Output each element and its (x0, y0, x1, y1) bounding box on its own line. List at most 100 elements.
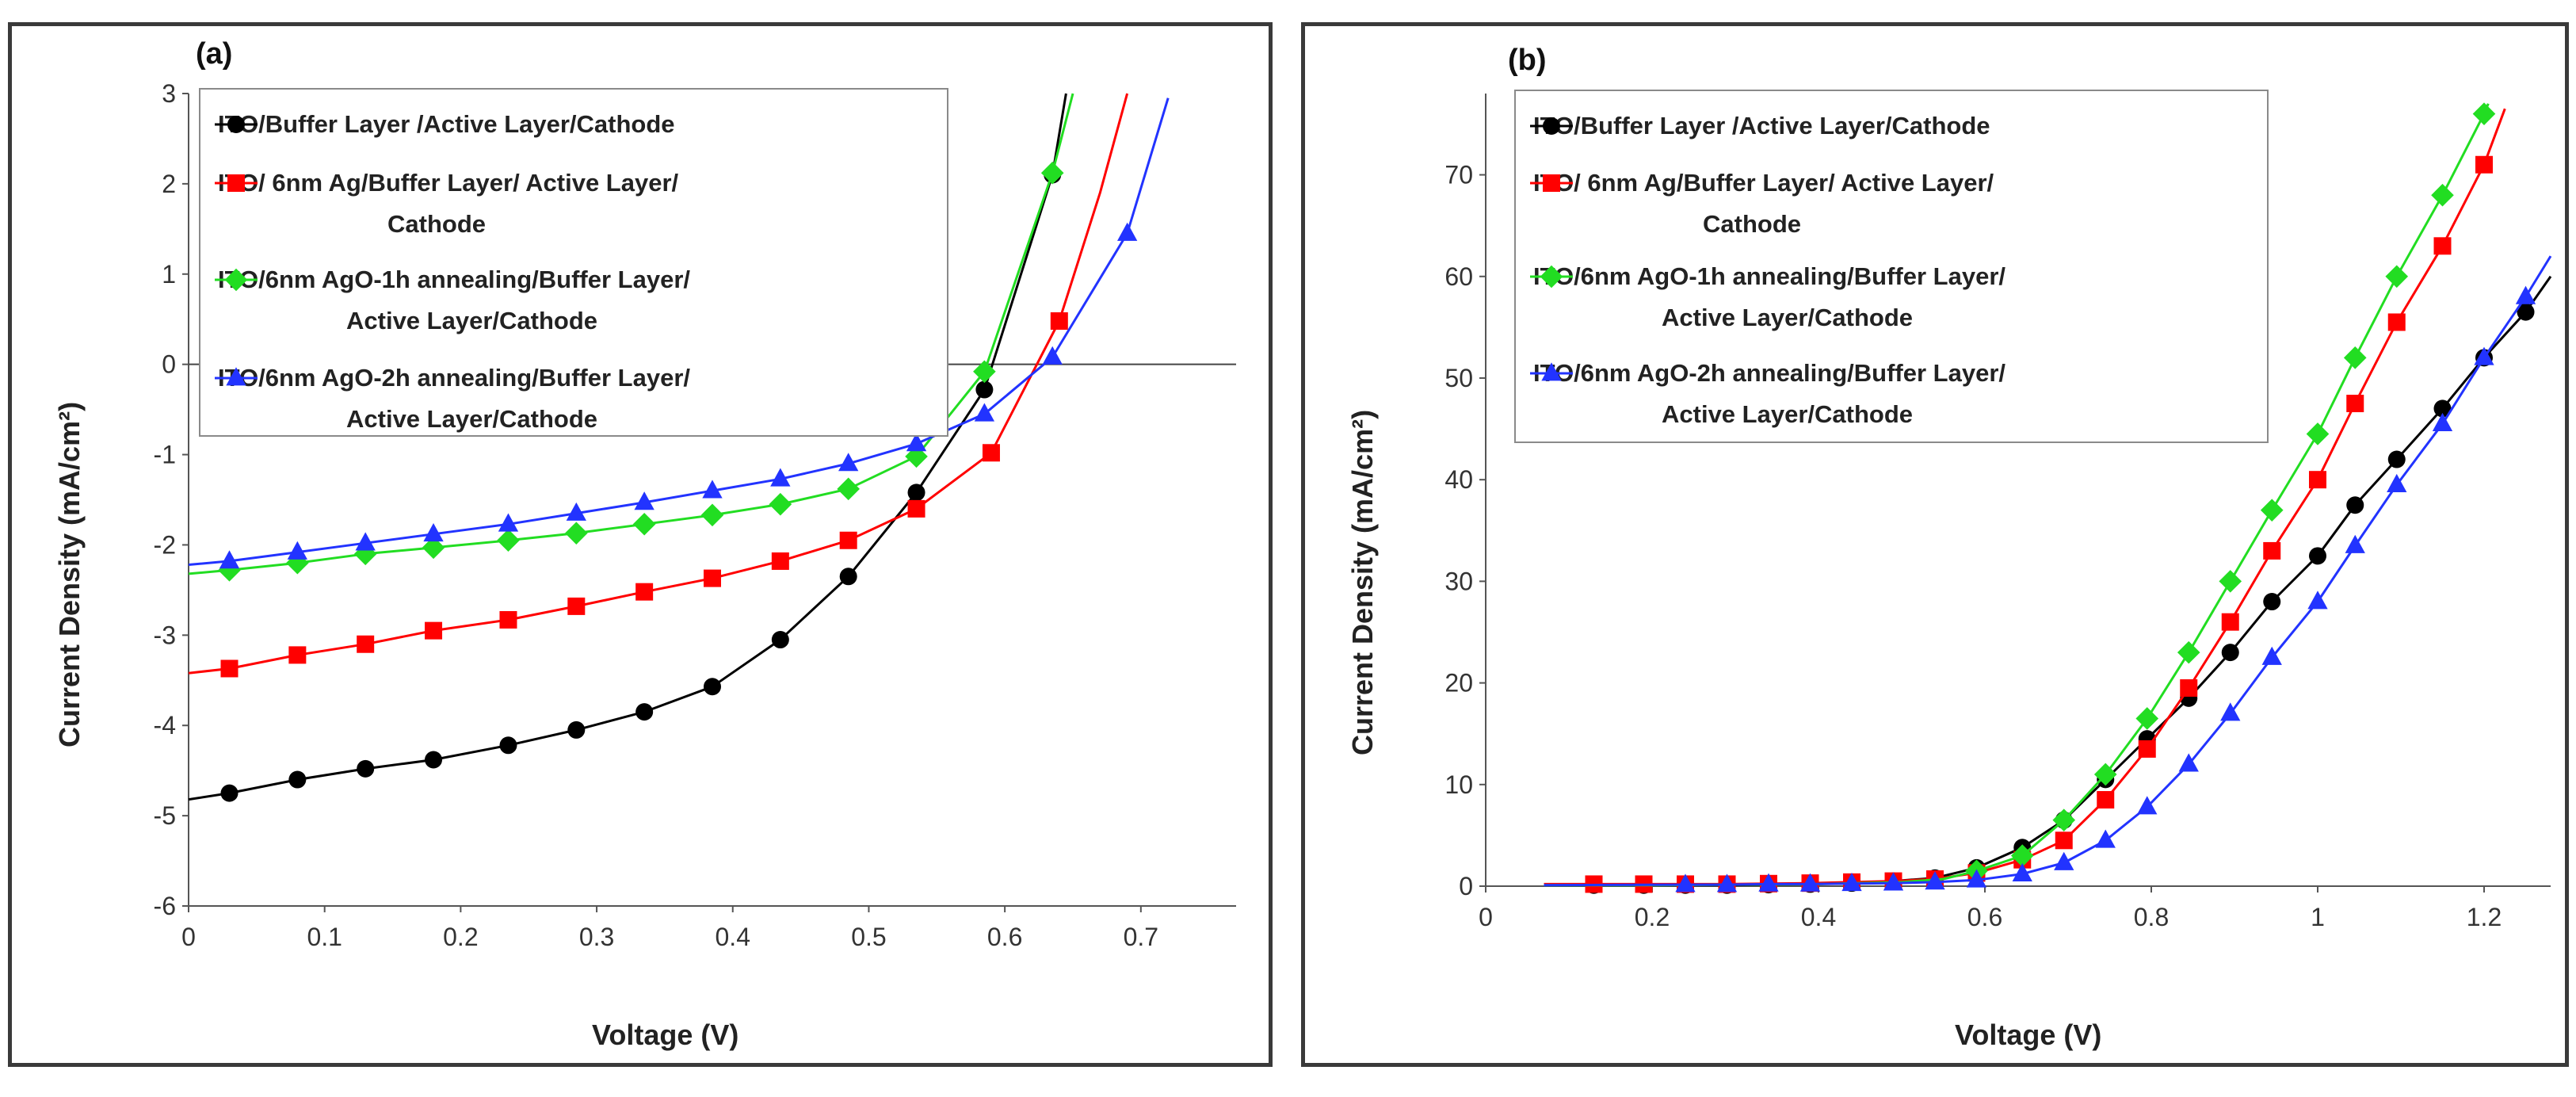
legend-entry: ITO/6nm AgO-1h annealing/Buffer Layer/ (1527, 259, 2005, 294)
legend-symbol (215, 174, 258, 192)
x-tick-label: 0.4 (1801, 903, 1836, 931)
y-tick-label: 1 (162, 260, 176, 289)
legend-symbol (1530, 117, 1573, 135)
x-tick-label: 1 (2311, 903, 2325, 931)
series-line (188, 97, 1170, 566)
data-point (425, 751, 443, 769)
data-point (1966, 869, 1987, 888)
data-point (2517, 303, 2535, 321)
legend-label-continuation: Active Layer/Cathode (346, 405, 597, 433)
legend-label-continuation: Active Layer/Cathode (346, 307, 597, 334)
data-point (2475, 155, 2493, 174)
panel-a-label: (a) (196, 37, 233, 71)
y-tick-label: -5 (154, 801, 176, 830)
data-point (498, 513, 519, 532)
y-tick-label: 3 (162, 79, 176, 108)
data-point (2177, 640, 2200, 664)
data-point (700, 503, 724, 527)
legend-marker (1540, 265, 1563, 289)
y-tick-label: -1 (154, 441, 176, 469)
legend-label-continuation: Cathode (387, 210, 486, 238)
data-point (906, 433, 927, 452)
data-point (2093, 763, 2117, 786)
legend-label-continuation: Active Layer/Cathode (1662, 400, 1913, 428)
y-tick-label: 40 (1444, 465, 1473, 494)
data-point (2472, 102, 2496, 125)
data-point (2346, 496, 2364, 514)
data-point (907, 499, 925, 518)
data-point (2219, 570, 2242, 593)
data-point (2433, 237, 2452, 255)
data-point (1758, 873, 1779, 892)
data-point (357, 759, 375, 778)
data-point (771, 631, 789, 649)
legend-symbol (215, 116, 258, 133)
y-tick-label: 0 (1459, 872, 1473, 900)
data-point (2343, 346, 2367, 369)
data-point (704, 678, 721, 696)
data-point (2260, 499, 2284, 522)
legend-entry: ITO/6nm AgO-2h annealing/Buffer Layer/ (212, 361, 690, 396)
legend-symbol (1530, 362, 1573, 381)
x-tick-label: 0.7 (1124, 923, 1158, 951)
series-4 (188, 97, 1170, 569)
x-tick-label: 0.2 (1635, 903, 1670, 931)
y-tick-label: 30 (1444, 567, 1473, 595)
data-point (2054, 851, 2074, 870)
legend-entry: ITO/6nm AgO-1h annealing/Buffer Layer/ (212, 262, 690, 297)
series-line (188, 93, 1129, 675)
data-point (2345, 534, 2365, 553)
data-point (770, 468, 791, 487)
data-point (567, 597, 586, 615)
data-point (499, 736, 517, 755)
data-point (565, 522, 588, 545)
data-point (635, 703, 654, 721)
data-point (423, 523, 444, 542)
data-point (288, 646, 307, 664)
y-tick-label: 70 (1444, 161, 1473, 189)
data-point (2220, 702, 2241, 721)
legend-label: ITO/Buffer Layer /Active Layer/Cathode (1533, 112, 1990, 140)
legend-marker (1543, 117, 1560, 135)
data-point (2138, 740, 2156, 758)
data-point (2012, 862, 2032, 881)
x-tick-label: 0.1 (307, 923, 342, 951)
data-point (837, 477, 860, 501)
legend-marker (224, 268, 248, 292)
data-point (632, 512, 656, 536)
data-point (2433, 399, 2452, 418)
data-point (219, 550, 240, 569)
data-point (982, 444, 1000, 462)
series-3 (188, 93, 1074, 582)
data-point (499, 610, 517, 629)
data-point (2052, 808, 2076, 831)
data-point (2137, 796, 2158, 815)
legend-label-continuation: Cathode (1703, 210, 1801, 238)
x-tick-label: 0.4 (716, 923, 750, 951)
data-point (838, 453, 859, 472)
legend-marker (227, 174, 245, 192)
data-point (702, 480, 723, 499)
data-point (2097, 791, 2115, 809)
data-point (1799, 873, 1821, 892)
data-point (2385, 265, 2409, 289)
data-point (1050, 312, 1068, 330)
x-tick-label: 0.6 (1967, 903, 2002, 931)
y-tick-label: -3 (154, 621, 176, 649)
legend-label: ITO/6nm AgO-2h annealing/Buffer Layer/ (218, 364, 690, 392)
data-point (769, 492, 792, 516)
data-point (2515, 285, 2536, 304)
data-point (974, 403, 995, 422)
data-point (2055, 831, 2073, 850)
data-point (2432, 412, 2453, 432)
data-point (907, 484, 925, 502)
data-point (1675, 873, 1696, 893)
legend-label: ITO/Buffer Layer /Active Layer/Cathode (218, 110, 675, 138)
x-tick-label: 0 (1479, 903, 1493, 931)
data-point (2431, 183, 2454, 207)
legend-entry: ITO/6nm AgO-2h annealing/Buffer Layer/ (1527, 356, 2005, 391)
x-tick-label: 0.8 (2134, 903, 2169, 931)
data-point (2387, 473, 2407, 492)
legend-marker (227, 116, 245, 133)
panel-b-label: (b) (1508, 44, 1547, 77)
